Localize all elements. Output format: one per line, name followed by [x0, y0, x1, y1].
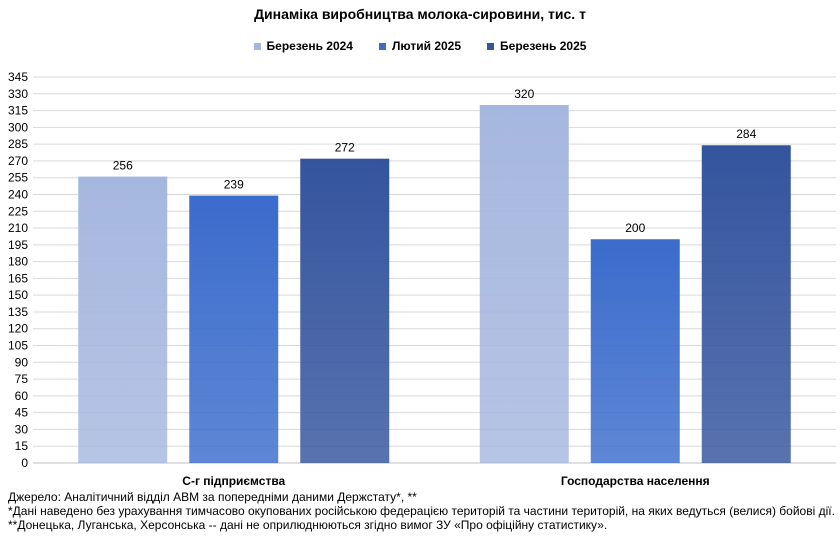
y-tick-label: 0 — [21, 456, 28, 470]
y-tick-label: 270 — [8, 154, 28, 168]
y-tick-label: 300 — [8, 120, 28, 134]
data-label: 256 — [113, 159, 133, 173]
bar — [590, 239, 680, 463]
y-tick-label: 90 — [15, 355, 29, 369]
bar — [78, 176, 168, 463]
y-tick-label: 15 — [15, 439, 29, 453]
y-tick-label: 165 — [8, 271, 28, 285]
legend-label-0: Березень 2024 — [266, 39, 353, 53]
legend-swatch-2 — [487, 42, 495, 50]
bar-chart: 0 15 30 45 60 75 90 105 120 135 150 165 180 195 210 225… — [8, 70, 836, 488]
data-label: 200 — [625, 221, 645, 235]
x-category-label: Господарства населення — [561, 474, 710, 488]
legend-label-2: Березень 2025 — [500, 39, 587, 53]
y-tick-label: 255 — [8, 171, 28, 185]
data-label: 239 — [224, 178, 244, 192]
y-tick-label: 120 — [8, 322, 28, 336]
legend-item-1: Лютий 2025 — [378, 39, 462, 53]
bar — [701, 145, 791, 464]
footnotes: Джерело: Аналітичний відділ АВМ за попер… — [8, 490, 840, 532]
y-tick-label: 30 — [15, 422, 29, 436]
bar — [479, 104, 569, 464]
y-tick-label: 45 — [15, 406, 29, 420]
legend: Березень 2024 Лютий 2025 Березень 2025 — [0, 39, 840, 53]
legend-swatch-0 — [253, 42, 261, 50]
y-tick-label: 60 — [15, 389, 29, 403]
y-tick-label: 195 — [8, 238, 28, 252]
bar — [189, 195, 279, 463]
y-tick-label: 180 — [8, 255, 28, 269]
y-tick-label: 150 — [8, 288, 28, 302]
y-tick-label: 315 — [8, 104, 28, 118]
data-label: 320 — [514, 87, 534, 101]
x-category-label: С-г підприємства — [182, 474, 285, 488]
footnote-2: **Донецька, Луганська, Херсонська -- дан… — [8, 518, 608, 532]
footnote-source: Джерело: Аналітичний відділ АВМ за попер… — [8, 490, 417, 504]
y-tick-label: 135 — [8, 305, 28, 319]
legend-swatch-1 — [378, 42, 386, 50]
legend-item-0: Березень 2024 — [253, 39, 353, 53]
legend-item-2: Березень 2025 — [487, 39, 586, 53]
y-tick-label: 240 — [8, 187, 28, 201]
y-tick-label: 225 — [8, 204, 28, 218]
data-label: 284 — [736, 127, 756, 141]
y-tick-label: 105 — [8, 339, 28, 353]
legend-label-1: Лютий 2025 — [391, 39, 462, 53]
y-tick-label: 330 — [8, 87, 28, 101]
chart-title: Динаміка виробництва молока-сировини, ти… — [254, 6, 586, 22]
y-tick-label: 75 — [15, 372, 29, 386]
y-tick-label: 210 — [8, 221, 28, 235]
data-label: 272 — [335, 141, 355, 155]
y-tick-label: 285 — [8, 137, 28, 151]
y-tick-label: 345 — [8, 70, 28, 84]
bar — [300, 158, 390, 464]
footnote-1: *Дані наведено без урахування тимчасово … — [8, 504, 835, 518]
